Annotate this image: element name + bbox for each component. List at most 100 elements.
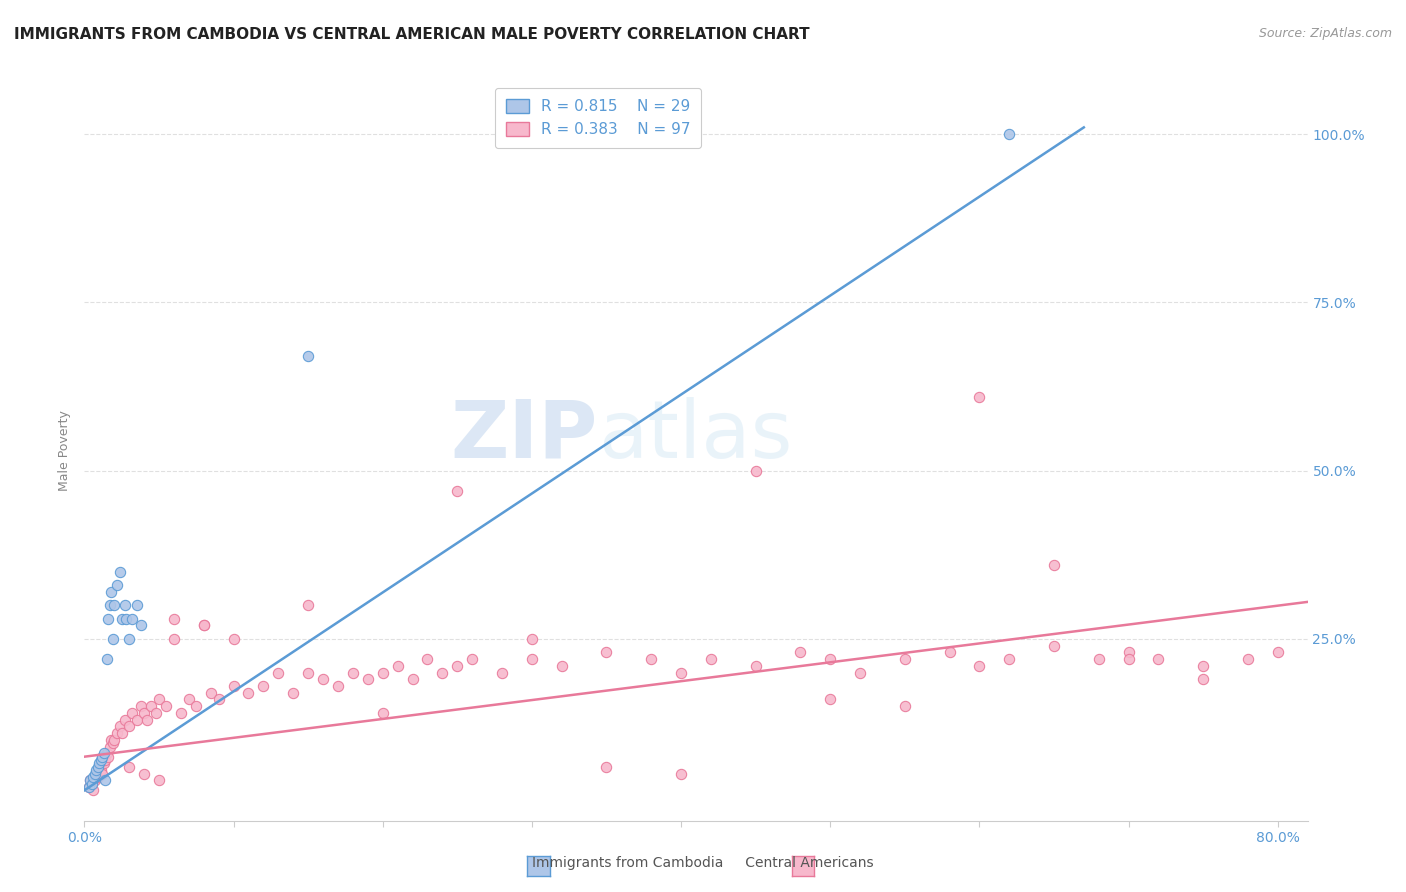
Point — [401, 673, 423, 687]
Point — [87, 770, 110, 784]
Point — [342, 665, 364, 680]
Point — [938, 645, 960, 659]
Point — [118, 760, 141, 774]
Point — [80, 776, 103, 791]
Point — [163, 632, 186, 646]
Point — [98, 739, 121, 754]
Point — [744, 658, 766, 673]
Point — [125, 713, 148, 727]
Point — [416, 652, 439, 666]
Point — [118, 632, 141, 646]
Point — [121, 706, 143, 720]
Point — [371, 706, 394, 720]
Point — [94, 773, 117, 788]
Point — [387, 658, 409, 673]
Point — [129, 699, 152, 714]
Point — [1192, 658, 1215, 673]
Point — [326, 679, 349, 693]
Point — [118, 719, 141, 733]
Point — [79, 773, 101, 788]
Point — [520, 632, 543, 646]
Point — [121, 612, 143, 626]
Point — [998, 127, 1021, 141]
Point — [1087, 652, 1109, 666]
Point — [114, 599, 136, 613]
Point — [849, 665, 872, 680]
Point — [818, 692, 841, 706]
Text: Source: ZipAtlas.com: Source: ZipAtlas.com — [1258, 27, 1392, 40]
Point — [969, 390, 991, 404]
Point — [595, 760, 617, 774]
Point — [669, 665, 692, 680]
Point — [101, 736, 124, 750]
Point — [1118, 652, 1140, 666]
Point — [312, 673, 335, 687]
Point — [297, 665, 319, 680]
Point — [93, 756, 115, 771]
Text: ZIP: ZIP — [451, 397, 598, 475]
Point — [103, 599, 125, 613]
Point — [669, 766, 692, 780]
Point — [998, 652, 1021, 666]
Point — [193, 618, 215, 632]
Point — [96, 652, 118, 666]
Point — [136, 713, 159, 727]
Point — [155, 699, 177, 714]
Point — [93, 747, 115, 761]
Point — [84, 763, 107, 777]
Y-axis label: Male Poverty: Male Poverty — [58, 410, 72, 491]
Point — [163, 612, 186, 626]
Point — [148, 773, 170, 788]
Point — [108, 565, 131, 579]
Point — [432, 665, 454, 680]
Point — [77, 780, 100, 794]
Point — [1237, 652, 1260, 666]
Point — [700, 652, 723, 666]
Point — [108, 719, 131, 733]
Point — [170, 706, 193, 720]
Point — [97, 749, 120, 764]
Point — [91, 766, 114, 780]
Point — [80, 776, 103, 791]
Point — [1118, 645, 1140, 659]
Point — [818, 652, 841, 666]
Point — [789, 645, 811, 659]
Point — [1147, 652, 1170, 666]
Point — [132, 706, 155, 720]
Point — [82, 770, 104, 784]
Point — [371, 665, 394, 680]
Point — [77, 780, 100, 794]
Point — [1267, 645, 1289, 659]
Point — [297, 349, 319, 363]
Point — [90, 763, 112, 777]
Point — [145, 706, 167, 720]
Point — [114, 713, 136, 727]
Point — [83, 766, 105, 780]
Point — [97, 612, 120, 626]
Point — [101, 632, 124, 646]
Point — [82, 783, 104, 797]
Point — [111, 612, 134, 626]
Point — [222, 632, 245, 646]
Point — [357, 673, 380, 687]
Point — [90, 753, 112, 767]
Point — [283, 686, 305, 700]
Point — [222, 679, 245, 693]
Point — [98, 599, 121, 613]
Point — [267, 665, 290, 680]
Point — [89, 756, 111, 771]
Point — [969, 658, 991, 673]
Point — [125, 599, 148, 613]
Point — [96, 747, 118, 761]
Point — [446, 483, 468, 498]
Point — [520, 652, 543, 666]
Point — [744, 464, 766, 478]
Text: Immigrants from Cambodia     Central Americans: Immigrants from Cambodia Central America… — [533, 855, 873, 870]
Point — [1192, 673, 1215, 687]
Point — [105, 726, 128, 740]
Point — [84, 766, 107, 780]
Point — [132, 766, 155, 780]
Point — [193, 618, 215, 632]
Point — [105, 578, 128, 592]
Point — [200, 686, 222, 700]
